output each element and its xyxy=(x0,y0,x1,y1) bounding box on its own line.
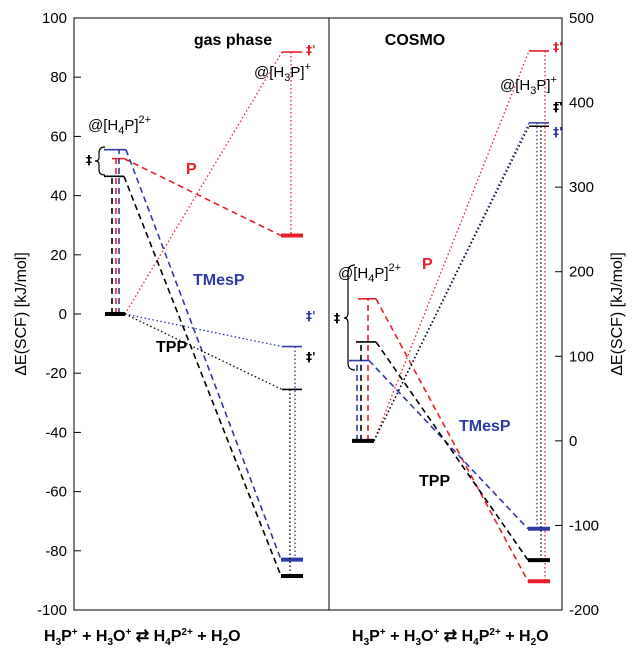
right-y-tick-label: 0 xyxy=(569,433,577,450)
gas-tmesp-label: TMesP xyxy=(193,272,245,289)
left-y-tick-label: -60 xyxy=(45,484,67,501)
right-y-tick-label: 100 xyxy=(569,348,594,365)
left-y-tick-label: -20 xyxy=(45,365,67,382)
cosmo-tmesp-right-path xyxy=(373,122,530,442)
left-y-tick-label: -40 xyxy=(45,424,67,441)
cosmo-tpp-left-path xyxy=(375,341,529,561)
cosmo-tpp-right-path xyxy=(373,125,530,442)
plot-frame xyxy=(73,17,563,611)
left-y-tick-label: 40 xyxy=(50,188,67,205)
gas-brace-dagger: ‡ xyxy=(86,153,92,167)
cosmo-brace-dagger: ‡ xyxy=(334,311,340,325)
right-y-tick-label: 300 xyxy=(569,179,594,196)
right-y-tick-label: 200 xyxy=(569,264,594,281)
left-y-tick-label: 60 xyxy=(50,128,67,145)
cosmo-x-axis-label: H3P+ + H3O+ ⇄ H4P2+ + H2O xyxy=(352,627,549,648)
cosmo-title: COSMO xyxy=(385,32,445,49)
gas-ts-brace xyxy=(94,146,106,176)
cosmo-tmesp-ts-dagger: ‡' xyxy=(553,125,563,139)
cosmo-tmesp-label: TMesP xyxy=(459,418,511,435)
right-y-axis: 500 400 300 200 100 0 -100 -200 xyxy=(555,10,599,619)
gas-phase-title: gas phase xyxy=(194,32,272,49)
gas-tpp-ts-dagger: ‡' xyxy=(306,350,316,364)
gas-tpp-label: TPP xyxy=(156,339,187,356)
gas-p-label: P xyxy=(186,161,197,178)
cosmo-tpp-ts-dagger: ‡' xyxy=(553,100,563,114)
cosmo-panel xyxy=(349,50,550,584)
gas-tmesp-right-path xyxy=(124,313,283,348)
cosmo-left-ts-annotation: @[H4P]2+ xyxy=(338,262,401,285)
cosmo-ts-brace xyxy=(343,264,356,371)
left-y-tick-label: -80 xyxy=(45,543,67,560)
left-y-tick-label: -100 xyxy=(37,602,67,619)
gas-p-ts-dagger: ‡' xyxy=(306,43,316,57)
gas-phase-panel xyxy=(104,51,303,578)
left-y-axis-label: ΔE(SCF) [kJ/mol] xyxy=(13,252,30,376)
gas-p-right-path xyxy=(124,51,283,315)
cosmo-p-ts-dagger: ‡' xyxy=(553,40,563,54)
cosmo-tpp-label: TPP xyxy=(419,473,450,490)
right-y-tick-label: -100 xyxy=(569,517,599,534)
gas-tmesp-ts-dagger: ‡' xyxy=(306,309,316,323)
cosmo-p-left-path xyxy=(375,298,529,582)
left-y-tick-label: 100 xyxy=(42,10,67,27)
gas-x-axis-label: H3P+ + H3O+ ⇄ H4P2+ + H2O xyxy=(44,627,241,648)
left-y-tick-label: 0 xyxy=(59,306,67,323)
gas-right-ts-annotation: @[H3P]+ xyxy=(254,61,311,84)
cosmo-right-ts-annotation: @[H3P]+ xyxy=(500,74,557,97)
gas-tmesp-left-path xyxy=(125,149,282,560)
cosmo-p-label: P xyxy=(422,256,433,273)
gas-p-left-path xyxy=(123,157,282,237)
gas-tpp-left-path xyxy=(123,176,282,577)
right-y-tick-label: 400 xyxy=(569,95,594,112)
left-y-tick-label: 80 xyxy=(50,69,67,86)
gas-left-ts-annotation: @[H4P]2+ xyxy=(88,114,151,137)
left-y-axis: 100 80 60 40 20 0 -20 -40 -60 -80 -100 xyxy=(37,10,81,619)
right-y-axis-label: ΔE(SCF) [kJ/mol] xyxy=(609,252,626,376)
left-y-tick-label: 20 xyxy=(50,247,67,264)
right-y-tick-label: 500 xyxy=(569,10,594,27)
gas-tpp-right-path xyxy=(124,313,283,391)
cosmo-p-right-path xyxy=(373,50,530,442)
right-y-tick-label: -200 xyxy=(569,602,599,619)
